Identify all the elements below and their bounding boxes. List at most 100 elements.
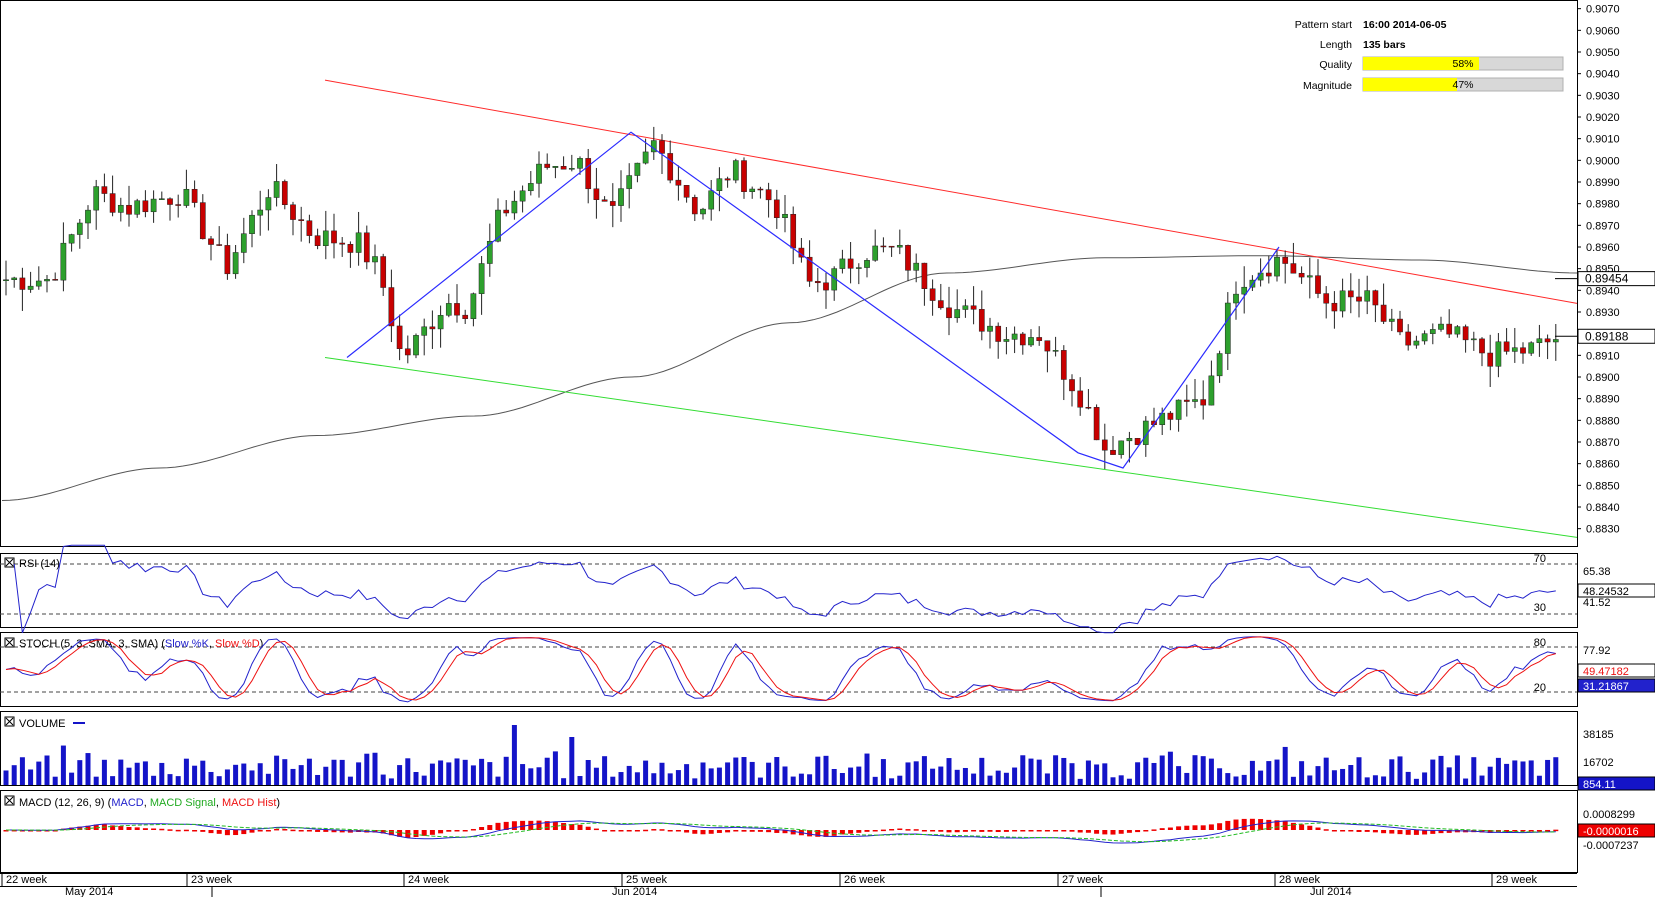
candle-body [405, 349, 410, 355]
volume-bar [1152, 763, 1157, 785]
price-tick-label: 0.8860 [1586, 459, 1620, 471]
price-tick-label: 0.8980 [1586, 199, 1620, 211]
rsi-title: RSI (14) [19, 558, 60, 570]
candle-body [258, 210, 263, 215]
candle-body [1086, 407, 1091, 408]
candle-body [12, 278, 17, 280]
volume-bar [1037, 760, 1042, 785]
candle-body [782, 214, 787, 217]
week-label: 29 week [1496, 874, 1537, 886]
candle-body [692, 197, 697, 214]
macd-hist-bar [1168, 828, 1173, 830]
candle-body [996, 326, 1001, 341]
volume-bar [94, 777, 99, 785]
macd-hist-bar [1242, 819, 1247, 830]
volume-bar [619, 772, 624, 785]
candle-body [1340, 291, 1345, 311]
volume-bar [856, 767, 861, 785]
price-tick-label: 0.9070 [1586, 4, 1620, 16]
volume-bar [299, 765, 304, 785]
candle-body [1365, 291, 1370, 302]
volume-bar [528, 768, 533, 785]
macd-hist-bar [1111, 830, 1116, 835]
candle-body [987, 326, 992, 331]
candle-body [94, 187, 99, 211]
current-price-label: 0.89188 [1585, 329, 1629, 343]
week-label: 28 week [1279, 874, 1320, 886]
macd-hist-bar [742, 830, 747, 832]
rsi-extra-label: 65.38 [1583, 566, 1611, 578]
volume-bar [848, 768, 853, 785]
macd-hist-bar [766, 830, 771, 832]
macd-hist-bar [1012, 830, 1017, 832]
price-tick-label: 0.9000 [1586, 155, 1620, 167]
rsi-extra-label-2: 41.52 [1583, 597, 1611, 609]
volume-bar [1463, 779, 1468, 785]
candle-body [700, 209, 705, 214]
volume-bar [1406, 772, 1411, 785]
volume-bar [545, 758, 550, 785]
volume-bar [742, 757, 747, 785]
volume-bar [988, 776, 993, 785]
candle-body [873, 246, 878, 260]
macd-hist-bar [192, 830, 197, 832]
volume-bar [1340, 769, 1345, 785]
macd-hist-bar [889, 829, 894, 831]
macd-hist-bar [217, 830, 222, 834]
candle-body [372, 257, 377, 262]
candle-body [463, 315, 468, 319]
candle-body [1209, 376, 1214, 405]
candle-body [586, 158, 591, 188]
stoch-level-20-label: 20 [1534, 682, 1546, 694]
volume-bar [217, 776, 222, 785]
volume-bar [1348, 765, 1353, 785]
candle-body [569, 168, 574, 169]
candle-body [151, 199, 156, 212]
candle-body [381, 257, 386, 288]
candle-body [1529, 343, 1534, 354]
price-tick-label: 0.8930 [1586, 307, 1620, 319]
volume-bar [1045, 773, 1050, 785]
macd-hist-bar [1414, 830, 1419, 835]
volume-bar [1217, 768, 1222, 785]
macd-hist-bar [914, 829, 919, 831]
macd-label-mid: -0.0000016 [1583, 826, 1639, 838]
volume-bar [1193, 755, 1198, 785]
candle-body [1496, 342, 1501, 367]
macd-hist-bar [865, 830, 870, 832]
macd-hist-bar [1299, 824, 1304, 830]
volume-bar [151, 776, 156, 785]
candle-body [249, 215, 254, 234]
macd-hist-bar [496, 823, 501, 830]
volume-bar [668, 773, 673, 785]
volume-bar [635, 772, 640, 785]
macd-hist-bar [1553, 830, 1558, 832]
candle-body [438, 315, 443, 329]
week-label: 24 week [408, 874, 449, 886]
candle-body [741, 161, 746, 192]
macd-hist-bar [1078, 830, 1083, 832]
macd-hist-bar [692, 830, 697, 834]
macd-hist-bar [1102, 830, 1107, 834]
candle-body [126, 205, 131, 214]
candle-body [3, 280, 8, 281]
candle-body [102, 187, 107, 194]
volume-last-value: 854.11 [1583, 779, 1616, 791]
macd-hist-bar [233, 830, 238, 835]
volume-bar [323, 767, 328, 785]
volume-bar [241, 764, 246, 785]
candle-body [422, 327, 427, 336]
price-tick-label: 0.9050 [1586, 47, 1620, 59]
candle-body [282, 181, 287, 204]
candle-body [815, 281, 820, 282]
volume-bar [610, 777, 615, 785]
volume-bar [627, 766, 632, 785]
macd-hist-bar [988, 830, 993, 832]
macd-hist-bar [143, 828, 148, 830]
volume-bar [1094, 764, 1099, 785]
volume-bar [1373, 775, 1378, 785]
volume-bar [651, 773, 656, 785]
volume-bar [1422, 772, 1427, 785]
magnitude-label: Magnitude [1303, 80, 1352, 92]
volume-bar [947, 758, 952, 785]
